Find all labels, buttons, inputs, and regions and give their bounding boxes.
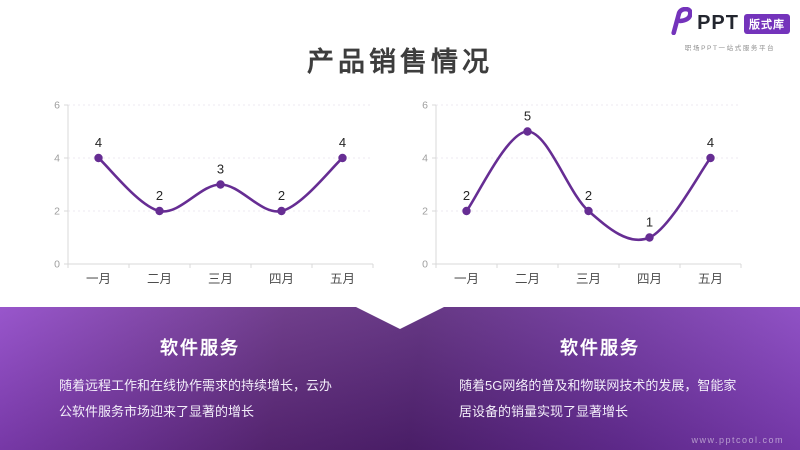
- svg-text:2: 2: [54, 206, 60, 218]
- svg-text:4: 4: [422, 153, 428, 165]
- svg-text:二月: 二月: [515, 272, 540, 286]
- logo-badge: 版式库: [744, 13, 790, 34]
- slide-title: 产品销售情况: [307, 47, 493, 77]
- svg-text:一月: 一月: [86, 272, 111, 286]
- logo-brand-text: PPT: [697, 12, 739, 34]
- svg-text:4: 4: [54, 153, 60, 165]
- panel-right: 软件服务 随着5G网络的普及和物联网技术的发展，智能家居设备的销量实现了显著增长: [400, 307, 800, 450]
- svg-text:4: 4: [95, 135, 102, 150]
- svg-text:三月: 三月: [576, 272, 601, 286]
- logo-tagline: 职场PPT一站式服务平台: [684, 45, 776, 52]
- watermark: www.pptcool.com: [691, 435, 784, 445]
- svg-text:6: 6: [422, 100, 428, 112]
- notch-triangle: [356, 307, 444, 329]
- svg-text:3: 3: [217, 162, 224, 177]
- svg-text:2: 2: [156, 188, 163, 203]
- svg-text:6: 6: [54, 100, 60, 112]
- brand-logo: PPT 版式库 职场PPT一站式服务平台: [670, 6, 790, 52]
- line-chart-left: 0 2 4 6 一月 二月 三月 四月 五月 4 2 3 2 4: [30, 95, 385, 295]
- svg-text:4: 4: [339, 135, 346, 150]
- svg-text:1: 1: [646, 215, 653, 230]
- svg-text:4: 4: [707, 135, 714, 150]
- panel-left-title: 软件服务: [160, 338, 240, 358]
- svg-text:五月: 五月: [330, 272, 355, 286]
- svg-text:0: 0: [422, 259, 428, 271]
- ppt-logo-icon: [670, 6, 693, 40]
- panel-right-title: 软件服务: [560, 338, 640, 358]
- logo-row: PPT 版式库: [670, 6, 790, 40]
- bottom-panel-band: 软件服务 随着远程工作和在线协作需求的持续增长，云办公软件服务市场迎来了显著的增…: [0, 307, 800, 450]
- svg-text:五月: 五月: [698, 272, 723, 286]
- svg-text:三月: 三月: [208, 272, 233, 286]
- panel-right-body: 随着5G网络的普及和物联网技术的发展，智能家居设备的销量实现了显著增长: [459, 378, 737, 419]
- svg-text:2: 2: [278, 188, 285, 203]
- panel-left: 软件服务 随着远程工作和在线协作需求的持续增长，云办公软件服务市场迎来了显著的增…: [0, 307, 400, 450]
- svg-text:四月: 四月: [269, 272, 294, 286]
- svg-text:2: 2: [422, 206, 428, 218]
- svg-text:二月: 二月: [147, 272, 172, 286]
- svg-text:5: 5: [524, 109, 531, 124]
- line-chart-right: 0 2 4 6 一月 二月 三月 四月 五月 2 5 2 1 4: [398, 95, 753, 295]
- panel-left-body: 随着远程工作和在线协作需求的持续增长，云办公软件服务市场迎来了显著的增长: [59, 378, 333, 419]
- svg-text:0: 0: [54, 259, 60, 271]
- svg-text:2: 2: [585, 188, 592, 203]
- svg-text:四月: 四月: [637, 272, 662, 286]
- svg-text:2: 2: [463, 188, 470, 203]
- svg-text:一月: 一月: [454, 272, 479, 286]
